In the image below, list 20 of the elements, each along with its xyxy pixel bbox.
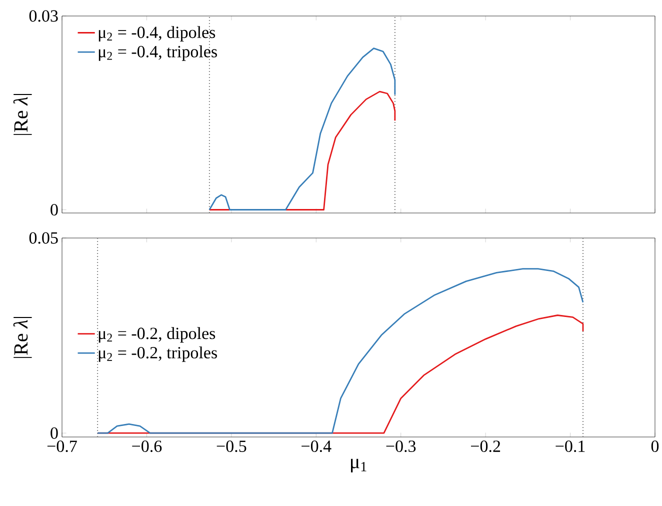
x-tick-label: −0.5 (216, 440, 246, 452)
x-axis-title: μ$_{1}$ (351, 458, 366, 472)
x-tick-label: −0.2 (470, 440, 500, 452)
legend-label: μ$_{2}$ = -0.2, dipoles (98, 327, 216, 343)
legend-label: μ$_{2}$ = -0.4, dipoles (98, 26, 216, 42)
y-tick-label: 0 (50, 427, 58, 439)
x-tick-label: −0.1 (556, 440, 585, 452)
x-tick-label: −0.4 (302, 440, 332, 452)
y-tick-label: 0.03 (29, 10, 58, 22)
y-axis-title: |Re λ| (13, 94, 32, 135)
line-series (96, 268, 584, 434)
legend-label: μ$_{2}$ = -0.2, tripoles (98, 346, 217, 362)
x-tick-label: −0.6 (132, 440, 162, 452)
x-tick-label: −0.3 (386, 440, 416, 452)
y-axis-title: |Re λ| (13, 317, 32, 358)
x-tick-label: 0 (651, 440, 659, 452)
y-tick-label: 0.05 (29, 232, 58, 244)
legend-label: μ$_{2}$ = -0.4, tripoles (98, 45, 217, 61)
x-tick-label: −0.7 (47, 440, 77, 452)
y-tick-label: 0 (50, 204, 58, 216)
